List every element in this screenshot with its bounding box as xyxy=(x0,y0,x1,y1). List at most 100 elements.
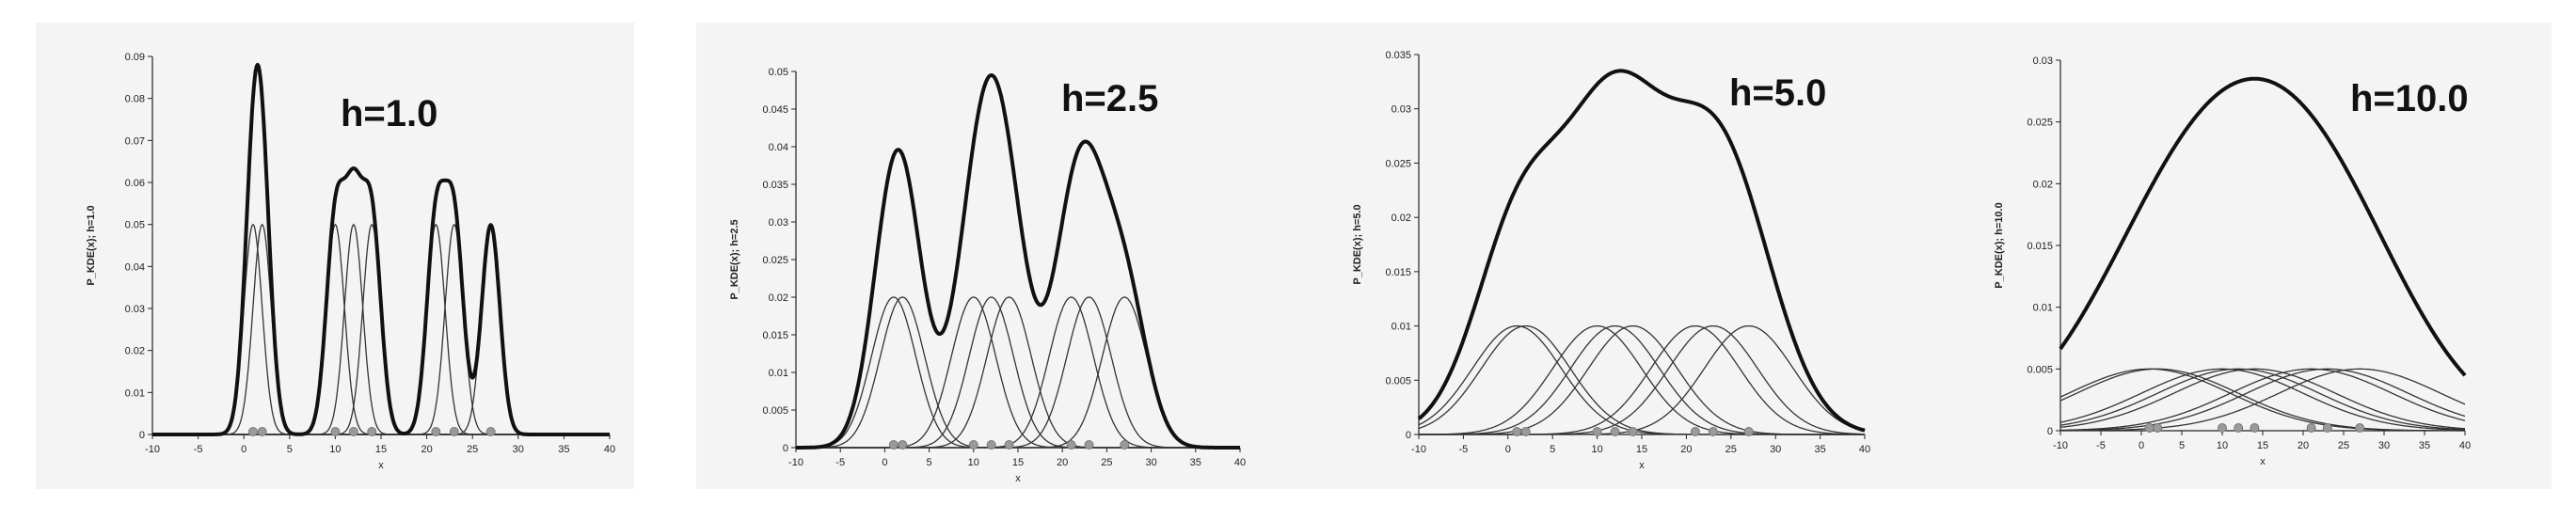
x-tick-label: -5 xyxy=(2096,440,2106,451)
y-tick-label: 0.06 xyxy=(125,178,145,189)
kernel-curve xyxy=(1419,324,1865,435)
x-tick-label: -5 xyxy=(835,457,845,468)
bandwidth-label: h=5.0 xyxy=(1729,72,1826,114)
sample-point xyxy=(1084,440,1094,450)
y-tick-label: 0.03 xyxy=(125,304,145,315)
x-axis-label: x xyxy=(2260,456,2266,467)
x-tick-label: 15 xyxy=(1012,457,1024,468)
sample-point xyxy=(986,440,996,450)
chart-panel-2: 0 0.005 0.01 0.015 0.02 0.025 0.03 0.035 0.04 0.0… xyxy=(729,67,1246,484)
kernel-curve xyxy=(2059,368,2466,431)
chart-panel-1: 0 0.01 0.02 0.03 0.04 0.05 0.06 0.07 0.08 0.09 -10… xyxy=(86,52,615,471)
y-tick-label: 0.02 xyxy=(2033,179,2053,190)
x-axis-label: x xyxy=(1015,473,1021,484)
kernel-curve xyxy=(2059,368,2465,432)
y-tick-label: 0.025 xyxy=(1385,158,1411,169)
x-tick-label: 25 xyxy=(1725,444,1737,455)
kernel-curve xyxy=(1419,324,1865,435)
x-tick-label: 20 xyxy=(2298,440,2309,451)
x-tick-label: 40 xyxy=(604,444,615,455)
chart-panel-4: 0 0.005 0.01 0.015 0.02 0.025 0.03 -10 -5 0 5 10 15 2… xyxy=(1994,55,2471,467)
sample-point xyxy=(247,427,258,436)
sample-point xyxy=(2218,423,2227,433)
sample-point xyxy=(898,440,908,450)
sample-point xyxy=(431,427,441,436)
sample-point xyxy=(2234,423,2244,433)
x-tick-label: 5 xyxy=(927,457,932,468)
sample-point xyxy=(2144,423,2155,433)
sample-point xyxy=(2153,423,2163,433)
y-tick-label: 0.015 xyxy=(2027,241,2053,252)
sample-point xyxy=(2355,423,2365,433)
x-tick-label: 25 xyxy=(1101,457,1112,468)
x-tick-label: 10 xyxy=(2217,440,2228,451)
x-tick-label: -10 xyxy=(788,457,803,468)
sample-point xyxy=(1120,440,1130,450)
bandwidth-label: h=10.0 xyxy=(2350,78,2469,119)
sample-point xyxy=(1592,427,1602,436)
sample-point xyxy=(449,427,459,436)
y-axis-label: P_KDE(x); h=10.0 xyxy=(1994,202,2005,288)
y-tick-label: 0.01 xyxy=(1391,322,1411,333)
x-tick-label: 40 xyxy=(2459,440,2471,451)
sample-point xyxy=(1743,427,1754,436)
y-tick-label: 0.005 xyxy=(2027,364,2053,375)
kde-curve xyxy=(151,62,611,436)
kde-curve xyxy=(1417,69,1867,433)
sample-point xyxy=(888,440,898,450)
y-tick-label: 0.045 xyxy=(762,104,788,116)
y-axis-label: P_KDE(x); h=5.0 xyxy=(1352,204,1363,284)
sample-point xyxy=(330,427,341,436)
sample-point xyxy=(1066,440,1076,450)
x-tick-label: 35 xyxy=(1814,444,1825,455)
x-tick-label: 35 xyxy=(2419,440,2430,451)
x-tick-label: 10 xyxy=(1591,444,1602,455)
kde-curve xyxy=(794,73,1242,450)
chart-panel-3: 0 0.005 0.01 0.015 0.02 0.025 0.03 0.035 -10 -5 0 5… xyxy=(1352,50,1870,471)
sample-point xyxy=(1690,427,1700,436)
x-tick-label: 10 xyxy=(968,457,979,468)
kernel-curve xyxy=(2059,368,2466,432)
kde-curve xyxy=(2059,76,2467,377)
x-tick-label: 30 xyxy=(1770,444,1781,455)
x-tick-label: 40 xyxy=(1234,457,1246,468)
y-tick-label: 0 xyxy=(783,443,788,454)
x-axis-label: x xyxy=(378,460,384,471)
chart-panel-2-background xyxy=(696,23,1298,489)
x-tick-label: 5 xyxy=(1550,444,1555,455)
y-tick-label: 0 xyxy=(1406,430,1411,441)
sample-point xyxy=(1610,427,1620,436)
y-tick-label: 0.09 xyxy=(125,52,145,63)
x-tick-label: 0 xyxy=(241,444,246,455)
kernel-curve xyxy=(1418,324,1865,435)
y-tick-label: 0.04 xyxy=(769,142,788,153)
x-tick-label: 5 xyxy=(287,444,293,455)
y-tick-label: 0.005 xyxy=(762,405,788,417)
y-tick-label: 0.025 xyxy=(2027,118,2053,129)
y-tick-label: 0.005 xyxy=(1385,375,1411,387)
x-tick-label: -5 xyxy=(1459,444,1469,455)
y-tick-label: 0.08 xyxy=(125,94,145,105)
sample-point xyxy=(257,427,267,436)
x-tick-label: 25 xyxy=(2338,440,2349,451)
sample-point xyxy=(2322,423,2332,433)
x-tick-label: 25 xyxy=(467,444,478,455)
x-tick-label: 0 xyxy=(882,457,887,468)
y-axis-label: P_KDE(x); h=1.0 xyxy=(86,205,97,285)
y-tick-label: 0.02 xyxy=(1391,213,1411,224)
y-tick-label: 0.01 xyxy=(2033,303,2053,314)
y-tick-label: 0 xyxy=(139,430,145,441)
x-tick-label: 20 xyxy=(421,444,432,455)
y-tick-label: 0.015 xyxy=(762,330,788,341)
x-tick-label: -10 xyxy=(1411,444,1426,455)
y-tick-label: 0.03 xyxy=(2033,55,2053,67)
x-tick-label: 30 xyxy=(513,444,524,455)
sample-point xyxy=(367,427,377,436)
kernel-curve xyxy=(1418,324,1865,435)
kernel-curve xyxy=(2059,368,2465,431)
sample-point xyxy=(1004,440,1014,450)
sample-point xyxy=(1512,427,1522,436)
x-tick-label: 5 xyxy=(2179,440,2185,451)
y-tick-label: 0.02 xyxy=(769,292,788,304)
